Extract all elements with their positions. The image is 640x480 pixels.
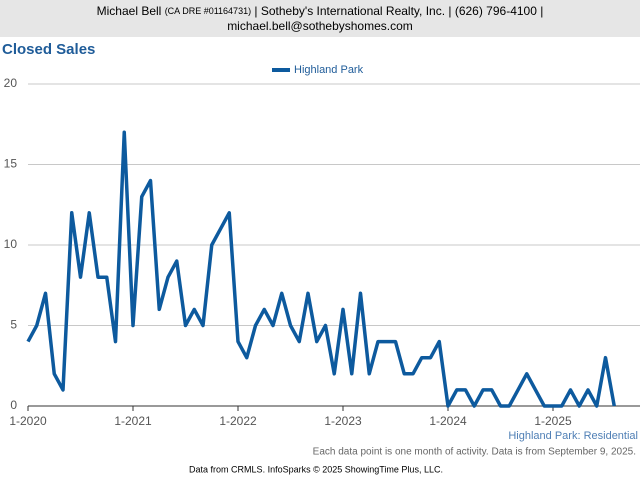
y-tick-label: 0: [10, 398, 17, 412]
x-tick-label: 1-2023: [324, 414, 362, 428]
y-tick-label: 10: [4, 237, 18, 251]
email: michael.bell@sothebyshomes.com: [227, 19, 413, 33]
agent-name: Michael Bell: [97, 4, 162, 18]
legend-label: Highland Park: [294, 64, 364, 76]
x-tick-label: 1-2024: [429, 414, 467, 428]
header-bar: [0, 0, 640, 37]
chart-title: Closed Sales: [2, 41, 95, 58]
y-tick-label: 5: [10, 318, 17, 332]
data-line: [26, 130, 616, 408]
x-tick-label: 1-2021: [114, 414, 152, 428]
x-tick-label: 1-2025: [534, 414, 572, 428]
note: Each data point is one month of activity…: [313, 447, 636, 458]
y-tick-label: 15: [4, 157, 18, 171]
y-tick-label: 20: [4, 76, 18, 90]
company: | Sotheby's International Realty, Inc. |…: [254, 4, 543, 18]
annotation: Highland Park: Residential: [508, 430, 638, 442]
x-tick-label: 1-2022: [219, 414, 257, 428]
footer: Data from CRMLS. InfoSparks © 2025 Showi…: [189, 464, 443, 474]
header-line: Michael Bell (CA DRE #01164731) | Sotheb…: [97, 4, 544, 18]
x-tick-label: 1-2020: [9, 414, 47, 428]
license: (CA DRE #01164731): [165, 6, 251, 16]
